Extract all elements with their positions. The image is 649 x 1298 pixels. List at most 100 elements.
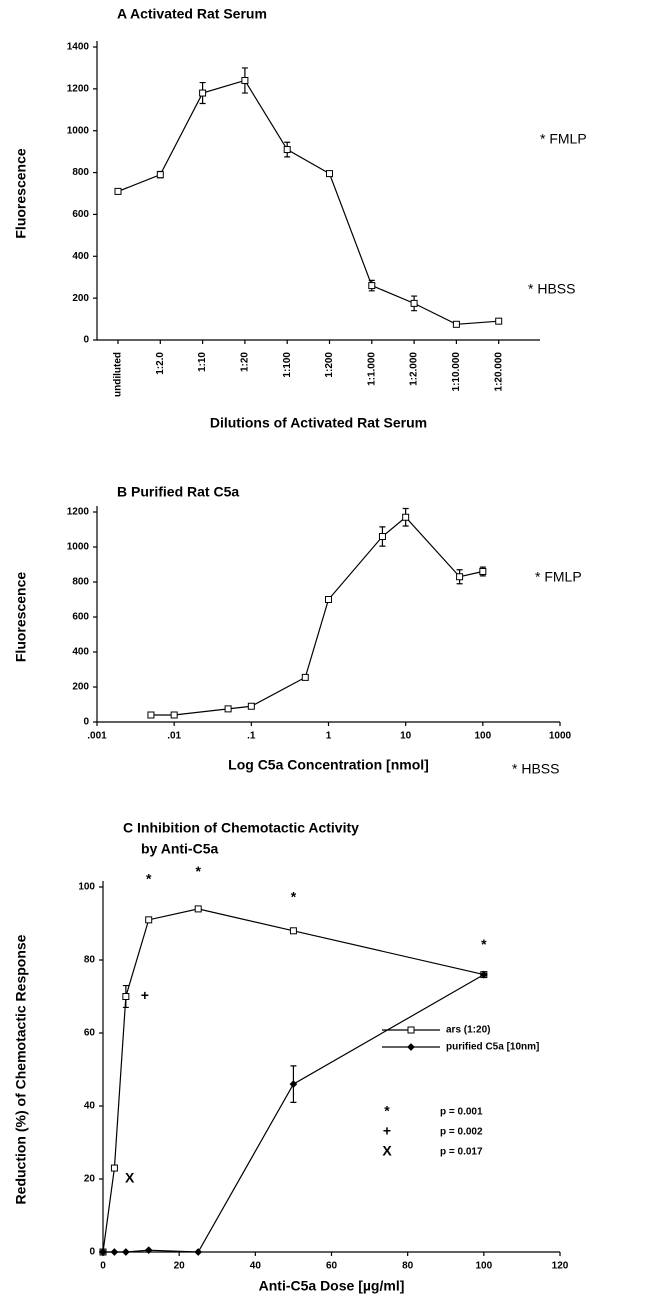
x-tick-label: .1	[247, 731, 256, 742]
x-axis-label: Dilutions of Activated Rat Serum	[210, 415, 427, 431]
x-tick-label: 100	[475, 1261, 492, 1272]
x-tick-label: 1:2.0	[155, 352, 166, 375]
x-tick-label: 1	[326, 731, 332, 742]
x-axis-label: Anti-C5a Dose [µg/ml]	[259, 1278, 405, 1294]
point	[368, 282, 376, 290]
y-tick-label: 200	[72, 293, 89, 304]
point	[170, 711, 178, 719]
legend-marker	[407, 1026, 415, 1034]
legend-marker	[407, 1043, 415, 1051]
y-tick-label: 20	[84, 1174, 96, 1185]
key-symbol: +	[383, 1123, 391, 1139]
point	[378, 533, 386, 540]
x-tick-label: 10	[400, 731, 412, 742]
point	[452, 320, 460, 328]
key-label: p = 0.017	[440, 1147, 483, 1158]
y-tick-label: 400	[72, 251, 89, 262]
legend-label: purified C5a [10nm]	[446, 1042, 539, 1053]
significance-marker: *	[146, 870, 152, 886]
point	[283, 146, 291, 154]
point	[147, 711, 155, 719]
x-tick-label: 80	[402, 1261, 414, 1272]
y-tick-label: 1200	[67, 83, 90, 94]
point	[122, 1248, 130, 1256]
y-tick-label: 1200	[67, 507, 90, 518]
y-tick-label: 1000	[67, 125, 90, 136]
y-tick-label: 0	[89, 1247, 95, 1258]
x-tick-label: 20	[174, 1261, 186, 1272]
y-tick-label: 200	[72, 682, 89, 693]
point	[289, 927, 297, 935]
point	[114, 187, 122, 195]
point	[156, 171, 164, 179]
point	[301, 673, 309, 681]
x-tick-label: 1:10	[197, 352, 208, 372]
x-tick-label: 40	[250, 1261, 262, 1272]
y-axis-label: Fluorescence	[13, 572, 29, 662]
annotation: * FMLP	[540, 131, 587, 147]
y-tick-label: 800	[72, 167, 89, 178]
chart-title: C Inhibition of Chemotactic Activity	[123, 820, 359, 836]
x-tick-label: 1000	[549, 731, 572, 742]
point	[110, 1164, 118, 1172]
x-tick-label: 1:1.000	[366, 352, 377, 386]
point	[122, 993, 130, 1000]
chart-title: A Activated Rat Serum	[117, 6, 267, 22]
x-tick-label: 100	[474, 731, 491, 742]
point	[145, 916, 153, 924]
x-tick-label: .001	[87, 731, 107, 742]
point	[410, 299, 418, 307]
legend-label: ars (1:20)	[446, 1025, 490, 1036]
x-tick-label: .01	[167, 731, 181, 742]
x-tick-label: 1:2.000	[409, 352, 420, 386]
significance-marker: *	[481, 936, 487, 952]
significance-marker: *	[291, 889, 297, 905]
y-axis-label: Fluorescence	[13, 148, 29, 238]
series-line	[117, 79, 499, 325]
y-tick-label: 1000	[67, 542, 90, 553]
point	[194, 1248, 203, 1256]
point	[289, 1080, 298, 1088]
y-tick-label: 0	[83, 335, 89, 346]
chart-title: B Purified Rat C5a	[117, 484, 239, 500]
y-tick-label: 80	[84, 955, 96, 966]
point	[247, 702, 255, 710]
y-tick-label: 600	[72, 209, 89, 220]
point	[224, 705, 232, 713]
x-tick-label: undiluted	[113, 352, 124, 397]
y-tick-label: 60	[84, 1028, 96, 1039]
x-tick-label: 120	[552, 1261, 569, 1272]
x-tick-label: 1:20	[240, 352, 251, 372]
annotation: * HBSS	[512, 761, 559, 777]
key-symbol: *	[384, 1103, 390, 1119]
chart-subtitle: by Anti-C5a	[141, 841, 218, 857]
series-line	[103, 974, 485, 1253]
y-tick-label: 400	[72, 647, 89, 658]
y-tick-label: 1400	[67, 42, 90, 53]
key-symbol: X	[382, 1143, 392, 1159]
significance-marker: *	[195, 863, 201, 879]
annotation: * FMLP	[535, 569, 582, 585]
key-label: p = 0.001	[440, 1107, 483, 1118]
point	[194, 905, 202, 913]
point	[495, 317, 503, 325]
x-tick-label: 60	[326, 1261, 338, 1272]
x-tick-label: 1:100	[282, 352, 293, 378]
y-tick-label: 800	[72, 577, 89, 588]
point	[325, 596, 332, 603]
y-tick-label: 40	[84, 1101, 96, 1112]
y-tick-label: 600	[72, 612, 89, 623]
point	[479, 970, 488, 979]
significance-marker: +	[141, 987, 149, 1003]
point	[479, 568, 487, 575]
point	[456, 573, 464, 581]
point	[402, 513, 410, 521]
point	[99, 1248, 107, 1256]
y-tick-label: 100	[78, 882, 95, 893]
point	[326, 170, 333, 178]
point	[144, 1246, 153, 1255]
series-line	[150, 516, 483, 716]
point	[110, 1248, 119, 1256]
